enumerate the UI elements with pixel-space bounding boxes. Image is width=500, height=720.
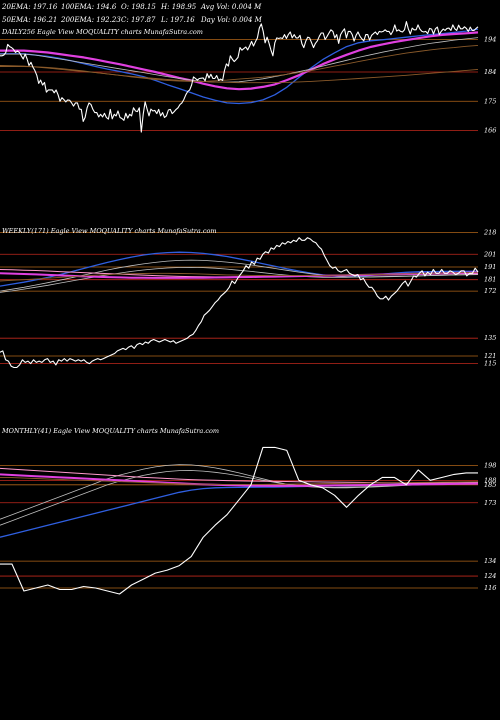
y-tick-label: 134 (484, 557, 496, 565)
panel-title: MONTHLY(41) Eagle View MOQUALITY charts … (1, 427, 219, 435)
y-tick-label: 198 (484, 461, 496, 469)
header-low: L: 197.16 (160, 16, 195, 24)
series-line-price (0, 21, 479, 133)
daily-panel: 194 184 175 166 DAILY256 Eagle View MOQUALIT… (0, 21, 496, 135)
header-high: H: 198.95 (160, 3, 197, 11)
series-line-ema_gray2 (0, 266, 479, 293)
series-line-ema20 (0, 28, 479, 105)
y-tick-label: 184 (484, 68, 496, 76)
header-ema20: 20EMA: 197.16 (1, 3, 58, 11)
header-ema50: 50EMA: 196.21 (2, 16, 57, 24)
header-ema100: 100EMA: 194.6 (61, 3, 117, 11)
y-tick-label: 218 (483, 229, 496, 237)
header-open: O: 198.15 (121, 3, 156, 11)
header-day-vol: Day Vol: 0.004 M (200, 16, 263, 24)
y-tick-label: 185 (484, 481, 496, 489)
y-tick-label: 172 (484, 287, 496, 295)
y-tick-label: 191 (484, 263, 496, 271)
y-tick-label: 124 (484, 572, 496, 580)
y-tick-label: 135 (484, 334, 496, 342)
y-tick-label: 188 (484, 476, 496, 484)
series-line-price (0, 446, 478, 595)
panel-title: DAILY256 Eagle View MOQUALITY charts Mun… (1, 28, 203, 36)
header-row-1: 20EMA: 197.16 100EMA: 194.6 O: 198.15 H:… (1, 3, 262, 11)
y-tick-label: 201 (483, 250, 496, 258)
panel-title: WEEKLY(171) Eagle View MOQUALITY charts … (2, 227, 217, 235)
series-line-ema_blue (0, 251, 478, 287)
y-tick-label: 166 (484, 127, 496, 135)
series-line-ema50 (0, 31, 479, 91)
series-line-ema100 (0, 37, 479, 83)
y-tick-label: 121 (484, 352, 496, 360)
header-row-2: 50EMA: 196.21 200EMA: 192.23 C: 197.87 L… (2, 16, 263, 24)
y-tick-label: 181 (484, 276, 496, 284)
y-tick-label: 194 (484, 36, 496, 44)
y-tick-label: 116 (484, 584, 496, 592)
y-tick-label: 115 (484, 360, 496, 368)
series-line-ema_gray2 (0, 470, 479, 526)
series-line-ema_slow (0, 65, 479, 84)
header-avg-vol: Avg Vol: 0.004 M (200, 3, 262, 11)
series-line-price (0, 237, 479, 369)
header-ema200: 200EMA: 192.23 (60, 16, 121, 24)
header-close: C: 197.87 (121, 16, 156, 24)
series-line-ema_magenta (0, 473, 479, 487)
y-tick-label: 173 (484, 499, 496, 507)
series-line-ema_brown (0, 476, 479, 485)
series-line-ema_brown (0, 271, 479, 282)
series-line-ema200 (0, 44, 479, 82)
y-tick-label: 175 (484, 97, 496, 105)
